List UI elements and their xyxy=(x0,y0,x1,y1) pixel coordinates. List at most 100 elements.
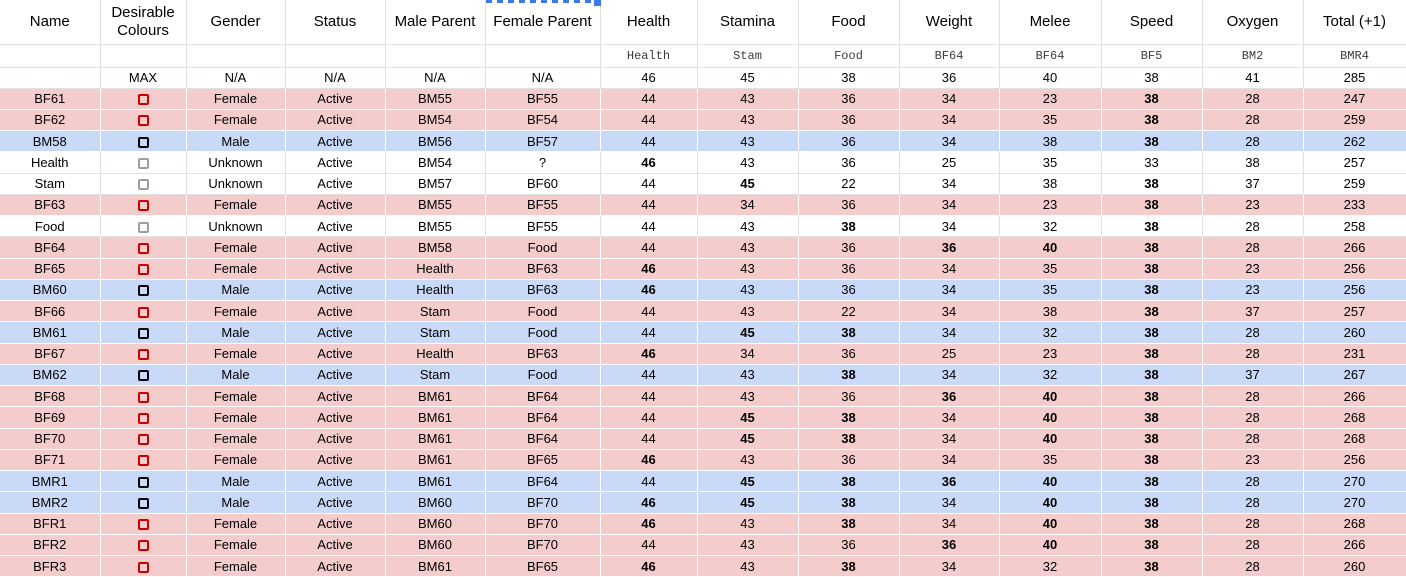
cell-female-parent[interactable]: Food xyxy=(485,364,601,387)
cell-female-parent[interactable]: BF55 xyxy=(485,88,601,110)
subheader-cell-oxygen[interactable]: BM2 xyxy=(1202,44,1304,68)
subheader-cell-health[interactable]: Health xyxy=(600,44,698,68)
cell-total[interactable]: 268 xyxy=(1303,428,1406,450)
cell-male-parent[interactable]: BM54 xyxy=(385,151,486,174)
cell-male-parent[interactable]: BM55 xyxy=(385,194,486,217)
cell-food[interactable]: 36 xyxy=(798,534,900,557)
cell-name[interactable]: Stam xyxy=(0,173,101,195)
cell-health[interactable]: 44 xyxy=(600,109,698,132)
cell-food[interactable]: 38 xyxy=(798,470,900,493)
cell-female-parent[interactable]: BF60 xyxy=(485,173,601,195)
cell-food[interactable]: 38 xyxy=(798,513,900,535)
cell-melee[interactable]: 32 xyxy=(999,215,1102,238)
desirable-colours-checkbox[interactable] xyxy=(137,264,149,276)
col-header-health[interactable]: Health xyxy=(600,0,698,45)
cell-oxygen[interactable]: 23 xyxy=(1202,279,1304,302)
desirable-colours-checkbox[interactable] xyxy=(137,476,149,488)
col-header-gender[interactable]: Gender xyxy=(186,0,286,45)
cell-melee[interactable]: 35 xyxy=(999,449,1102,472)
cell-female-parent[interactable]: BF65 xyxy=(485,449,601,472)
cell-gender[interactable]: Female xyxy=(186,513,286,535)
cell-status[interactable]: Active xyxy=(285,513,386,535)
cell-speed[interactable]: 38 xyxy=(1101,88,1203,110)
subheader-cell-melee[interactable]: BF64 xyxy=(999,44,1102,68)
cell-speed[interactable]: 38 xyxy=(1101,406,1203,429)
cell-female-parent[interactable]: BF65 xyxy=(485,555,601,577)
cell-oxygen[interactable]: 28 xyxy=(1202,428,1304,450)
cell-name[interactable]: Food xyxy=(0,215,101,238)
cell-stamina[interactable]: 34 xyxy=(697,343,799,365)
subheader-cell[interactable] xyxy=(385,44,486,68)
cell-health[interactable]: 46 xyxy=(600,513,698,535)
cell-melee[interactable]: 32 xyxy=(999,321,1102,344)
cell-speed[interactable]: 38 xyxy=(1101,343,1203,365)
cell-name[interactable]: BMR2 xyxy=(0,491,101,514)
cell-weight[interactable]: 36 xyxy=(899,470,1000,493)
cell-male-parent[interactable]: BM61 xyxy=(385,470,486,493)
cell-weight[interactable]: 34 xyxy=(899,300,1000,323)
cell-female-parent[interactable]: Food xyxy=(485,300,601,323)
max-cell-label[interactable]: MAX xyxy=(100,67,187,89)
desirable-colours-checkbox[interactable] xyxy=(137,370,149,382)
cell-status[interactable]: Active xyxy=(285,385,386,408)
cell-health[interactable]: 44 xyxy=(600,364,698,387)
cell-female-parent[interactable]: BF63 xyxy=(485,258,601,280)
max-cell-weight[interactable]: 36 xyxy=(899,67,1000,89)
cell-male-parent[interactable]: BM61 xyxy=(385,449,486,472)
cell-total[interactable]: 258 xyxy=(1303,215,1406,238)
desirable-colours-checkbox[interactable] xyxy=(137,306,149,318)
cell-name[interactable]: BF63 xyxy=(0,194,101,217)
cell-melee[interactable]: 40 xyxy=(999,236,1102,259)
cell-weight[interactable]: 34 xyxy=(899,279,1000,302)
max-cell[interactable] xyxy=(0,67,101,89)
max-cell-food[interactable]: 38 xyxy=(798,67,900,89)
cell-female-parent[interactable]: BF63 xyxy=(485,343,601,365)
cell-status[interactable]: Active xyxy=(285,215,386,238)
cell-stamina[interactable]: 43 xyxy=(697,258,799,280)
cell-female-parent[interactable]: BF55 xyxy=(485,194,601,217)
cell-melee[interactable]: 38 xyxy=(999,130,1102,153)
col-header-weight[interactable]: Weight xyxy=(899,0,1000,45)
cell-status[interactable]: Active xyxy=(285,300,386,323)
cell-health[interactable]: 44 xyxy=(600,173,698,195)
cell-melee[interactable]: 32 xyxy=(999,364,1102,387)
cell-name[interactable]: BF64 xyxy=(0,236,101,259)
cell-oxygen[interactable]: 28 xyxy=(1202,130,1304,153)
cell-food[interactable]: 38 xyxy=(798,555,900,577)
cell-weight[interactable]: 34 xyxy=(899,428,1000,450)
cell-gender[interactable]: Male xyxy=(186,470,286,493)
cell-total[interactable]: 260 xyxy=(1303,555,1406,577)
desirable-colours-checkbox[interactable] xyxy=(137,179,149,191)
subheader-cell-weight[interactable]: BF64 xyxy=(899,44,1000,68)
cell-total[interactable]: 267 xyxy=(1303,364,1406,387)
cell-stamina[interactable]: 45 xyxy=(697,173,799,195)
max-cell-melee[interactable]: 40 xyxy=(999,67,1102,89)
cell-health[interactable]: 44 xyxy=(600,194,698,217)
cell-male-parent[interactable]: BM60 xyxy=(385,513,486,535)
cell-male-parent[interactable]: BM61 xyxy=(385,385,486,408)
desirable-colours-checkbox[interactable] xyxy=(137,136,149,148)
cell-melee[interactable]: 23 xyxy=(999,194,1102,217)
cell-melee[interactable]: 38 xyxy=(999,173,1102,195)
cell-total[interactable]: 256 xyxy=(1303,279,1406,302)
cell-weight[interactable]: 34 xyxy=(899,194,1000,217)
col-header-melee[interactable]: Melee xyxy=(999,0,1102,45)
cell-stamina[interactable]: 34 xyxy=(697,194,799,217)
cell-status[interactable]: Active xyxy=(285,151,386,174)
cell-gender[interactable]: Female xyxy=(186,258,286,280)
cell-male-parent[interactable]: Stam xyxy=(385,364,486,387)
cell-weight[interactable]: 34 xyxy=(899,555,1000,577)
cell-food[interactable]: 36 xyxy=(798,258,900,280)
cell-male-parent[interactable]: BM55 xyxy=(385,88,486,110)
cell-female-parent[interactable]: BF70 xyxy=(485,513,601,535)
cell-health[interactable]: 46 xyxy=(600,491,698,514)
col-header-speed[interactable]: Speed xyxy=(1101,0,1203,45)
cell-food[interactable]: 38 xyxy=(798,406,900,429)
desirable-colours-checkbox[interactable] xyxy=(137,221,149,233)
cell-stamina[interactable]: 43 xyxy=(697,109,799,132)
cell-melee[interactable]: 40 xyxy=(999,491,1102,514)
cell-speed[interactable]: 38 xyxy=(1101,258,1203,280)
desirable-colours-checkbox[interactable] xyxy=(137,157,149,169)
cell-health[interactable]: 44 xyxy=(600,406,698,429)
cell-male-parent[interactable]: Stam xyxy=(385,300,486,323)
